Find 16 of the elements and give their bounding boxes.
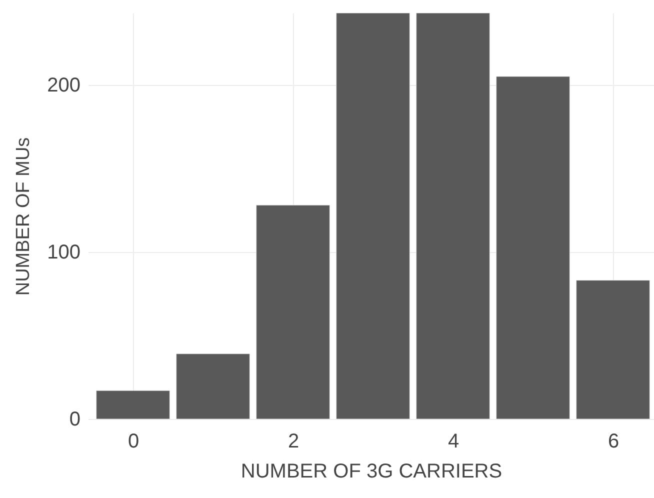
- bar: [336, 13, 410, 419]
- y-axis-title: NUMBER OF MUs: [13, 137, 34, 296]
- x-axis-title: NUMBER OF 3G CARRIERS: [240, 460, 502, 482]
- y-tick-label: 0: [69, 408, 80, 430]
- bar: [576, 280, 650, 419]
- y-tick-label: 200: [47, 74, 80, 96]
- bar: [176, 354, 250, 419]
- y-tick-label: 100: [47, 241, 80, 264]
- bar: [416, 13, 490, 419]
- x-tick-label: 4: [448, 430, 460, 452]
- bar: [256, 204, 330, 419]
- bar: [496, 76, 570, 419]
- x-tick-label: 6: [608, 430, 620, 452]
- x-tick-label: 0: [128, 430, 140, 452]
- x-tick-label: 2: [288, 430, 300, 452]
- bar: [96, 390, 170, 419]
